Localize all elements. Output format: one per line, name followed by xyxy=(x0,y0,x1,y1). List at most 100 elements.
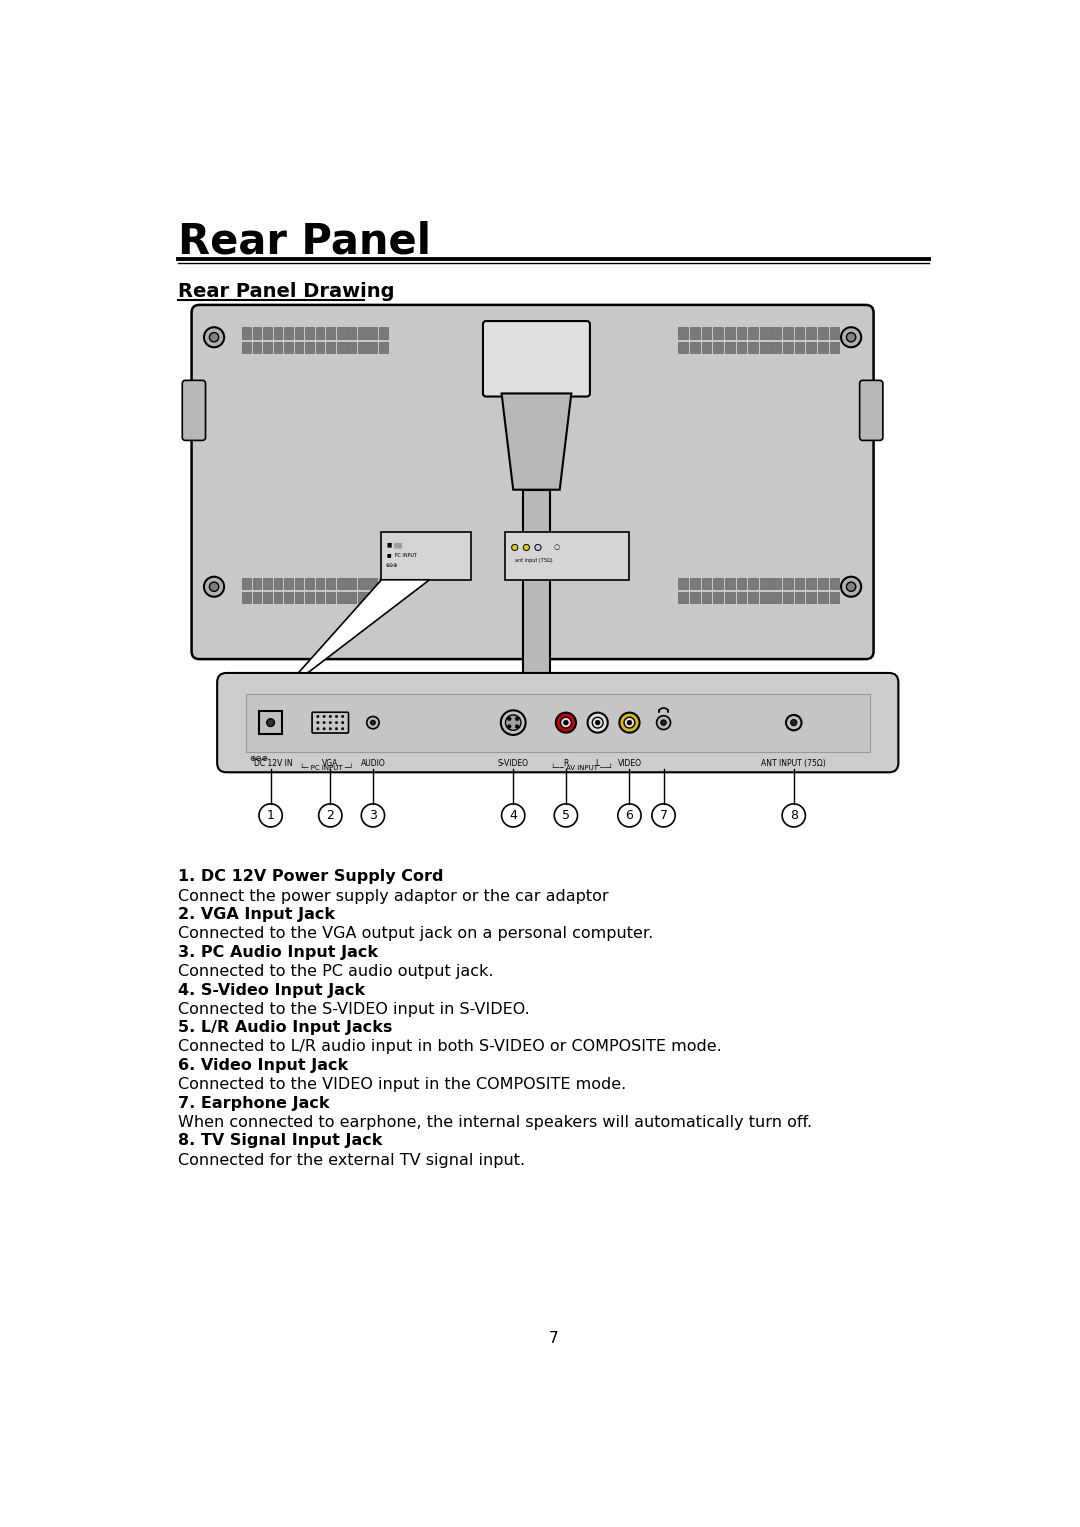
Circle shape xyxy=(501,803,525,828)
Bar xyxy=(829,577,839,589)
Bar xyxy=(737,342,746,353)
Bar xyxy=(295,327,303,339)
Bar xyxy=(284,327,293,339)
Polygon shape xyxy=(501,394,571,490)
Bar xyxy=(523,490,551,684)
Bar xyxy=(795,577,805,589)
Circle shape xyxy=(323,721,325,724)
Bar xyxy=(273,327,282,339)
Bar xyxy=(284,577,293,589)
Circle shape xyxy=(564,721,568,725)
Text: AUDIO: AUDIO xyxy=(361,759,386,768)
Bar xyxy=(702,577,712,589)
Bar xyxy=(379,327,388,339)
Bar xyxy=(253,592,261,603)
Circle shape xyxy=(624,718,635,728)
Circle shape xyxy=(508,725,511,728)
Bar xyxy=(326,592,335,603)
Bar xyxy=(818,342,827,353)
Bar xyxy=(295,592,303,603)
Circle shape xyxy=(595,721,600,725)
Circle shape xyxy=(524,544,529,551)
Circle shape xyxy=(335,715,338,718)
Text: VGA: VGA xyxy=(322,759,338,768)
Bar xyxy=(829,592,839,603)
Text: 8: 8 xyxy=(789,809,798,822)
Bar xyxy=(368,592,377,603)
FancyBboxPatch shape xyxy=(312,712,349,733)
Text: Connected to the S-VIDEO input in S-VIDEO.: Connected to the S-VIDEO input in S-VIDE… xyxy=(177,1002,529,1017)
Circle shape xyxy=(791,719,797,725)
Circle shape xyxy=(259,803,282,828)
Circle shape xyxy=(329,721,332,724)
Bar xyxy=(337,327,346,339)
Bar xyxy=(242,342,251,353)
FancyBboxPatch shape xyxy=(860,380,882,440)
Bar xyxy=(702,342,712,353)
Bar xyxy=(242,327,251,339)
Text: ■  PC INPUT: ■ PC INPUT xyxy=(387,553,417,557)
Circle shape xyxy=(556,713,576,733)
Text: 1. DC 12V Power Supply Cord: 1. DC 12V Power Supply Cord xyxy=(177,869,443,884)
Text: Connected for the external TV signal input.: Connected for the external TV signal inp… xyxy=(177,1153,525,1168)
Circle shape xyxy=(592,718,603,728)
Bar xyxy=(702,592,712,603)
Bar xyxy=(713,577,724,589)
Circle shape xyxy=(329,728,332,730)
Text: 3. PC Audio Input Jack: 3. PC Audio Input Jack xyxy=(177,945,378,960)
Circle shape xyxy=(335,721,338,724)
Circle shape xyxy=(847,582,855,591)
Circle shape xyxy=(316,721,319,724)
Text: 4. S-Video Input Jack: 4. S-Video Input Jack xyxy=(177,982,365,997)
Bar xyxy=(315,577,324,589)
Polygon shape xyxy=(279,580,430,695)
Bar xyxy=(760,592,770,603)
Circle shape xyxy=(367,716,379,728)
FancyBboxPatch shape xyxy=(191,305,874,660)
Bar xyxy=(725,342,734,353)
Bar xyxy=(315,327,324,339)
Bar xyxy=(783,577,793,589)
Circle shape xyxy=(341,721,343,724)
Text: 2: 2 xyxy=(326,809,334,822)
Bar xyxy=(725,592,734,603)
Circle shape xyxy=(657,716,671,730)
Circle shape xyxy=(335,728,338,730)
Bar xyxy=(347,342,356,353)
Circle shape xyxy=(786,715,801,730)
Text: Connected to the VGA output jack on a personal computer.: Connected to the VGA output jack on a pe… xyxy=(177,927,653,941)
Bar xyxy=(783,342,793,353)
Circle shape xyxy=(561,718,571,728)
Text: Connected to L/R audio input in both S-VIDEO or COMPOSITE mode.: Connected to L/R audio input in both S-V… xyxy=(177,1040,721,1055)
Text: 6. Video Input Jack: 6. Video Input Jack xyxy=(177,1058,348,1073)
Bar xyxy=(702,327,712,339)
Bar xyxy=(678,592,688,603)
Circle shape xyxy=(515,725,518,728)
Text: └─ PC INPUT ─┘: └─ PC INPUT ─┘ xyxy=(300,765,353,771)
Bar xyxy=(678,342,688,353)
Text: Rear Panel Drawing: Rear Panel Drawing xyxy=(177,282,394,301)
Bar xyxy=(807,327,816,339)
Bar xyxy=(783,327,793,339)
Circle shape xyxy=(515,718,518,721)
Bar xyxy=(253,577,261,589)
Bar xyxy=(326,577,335,589)
Bar xyxy=(713,592,724,603)
Circle shape xyxy=(370,721,375,725)
Bar xyxy=(760,342,770,353)
Bar xyxy=(306,577,314,589)
Bar xyxy=(807,577,816,589)
Bar xyxy=(690,342,700,353)
Text: 2. VGA Input Jack: 2. VGA Input Jack xyxy=(177,907,335,922)
Circle shape xyxy=(661,719,666,725)
Text: VIDEO: VIDEO xyxy=(618,759,642,768)
Bar xyxy=(690,577,700,589)
Bar xyxy=(737,327,746,339)
Circle shape xyxy=(319,803,342,828)
Circle shape xyxy=(841,577,861,597)
Circle shape xyxy=(323,715,325,718)
Text: 4: 4 xyxy=(510,809,517,822)
Text: ant input (75Ω): ant input (75Ω) xyxy=(515,557,552,563)
Circle shape xyxy=(782,803,806,828)
Bar xyxy=(326,327,335,339)
